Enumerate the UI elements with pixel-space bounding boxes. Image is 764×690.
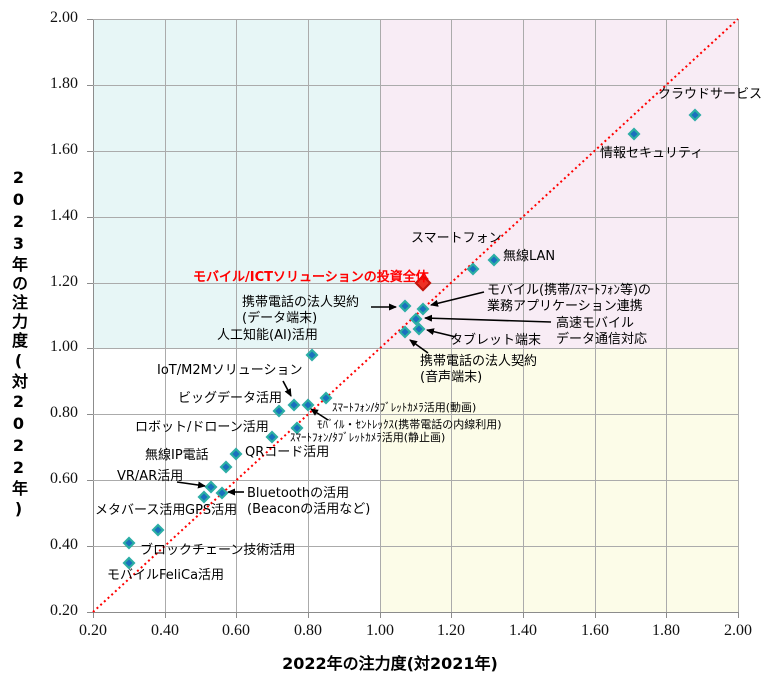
data-point-label: タブレット端末 xyxy=(450,333,542,348)
x-axis-tick xyxy=(595,612,596,618)
gridline-vertical xyxy=(236,19,237,612)
data-point-label: Bluetoothの活用 (Beaconの活用など) xyxy=(247,486,371,517)
data-point-label: VR/AR活用 xyxy=(117,469,184,484)
x-tick-label: 1.20 xyxy=(437,622,465,639)
gridline-horizontal xyxy=(93,348,738,349)
y-axis-tick xyxy=(87,546,93,547)
data-point-label: メタバース活用 xyxy=(95,503,186,518)
y-tick-label: 0.80 xyxy=(50,404,78,421)
data-point-label: クラウドサービス xyxy=(658,87,763,102)
y-tick-label: 1.80 xyxy=(50,75,78,92)
x-axis-tick xyxy=(308,612,309,618)
y-axis-tick xyxy=(87,217,93,218)
gridline-horizontal xyxy=(93,19,738,20)
x-axis-tick xyxy=(93,612,94,618)
data-point-label: ｽﾏｰﾄﾌｫﾝ/ﾀﾌﾞﾚｯﾄｶﾒﾗ活用(静止画) xyxy=(290,431,446,444)
x-tick-label: 0.40 xyxy=(151,622,179,639)
data-point-label: ロボット/ドローン活用 xyxy=(135,420,269,435)
gridline-horizontal xyxy=(93,85,738,86)
y-axis-tick xyxy=(87,348,93,349)
data-point-label: ﾓﾊﾞｲﾙ・ｾﾝﾄﾚｯｸｽ(携帯電話の内線利用) xyxy=(317,418,502,431)
y-tick-label: 0.60 xyxy=(50,470,78,487)
x-axis-title: 2022年の注力度(対2021年) xyxy=(282,654,498,673)
data-point-label: 高速モバイル データ通信対応 xyxy=(556,316,648,347)
gridline-vertical xyxy=(666,19,667,612)
x-axis-tick xyxy=(380,612,381,618)
data-point-label: 携帯電話の法人契約 (音声端末) xyxy=(420,354,538,385)
gridline-horizontal xyxy=(93,414,738,415)
data-point-label: モバイル/ICTソリューションの投資全体 xyxy=(193,270,429,285)
data-point-label: ブロックチェーン技術活用 xyxy=(140,543,296,558)
gridline-vertical xyxy=(523,19,524,612)
y-axis-tick xyxy=(87,151,93,152)
x-tick-label: 1.40 xyxy=(509,622,537,639)
data-point-label: IoT/M2Mソリューション xyxy=(157,363,303,378)
y-tick-label: 1.40 xyxy=(50,207,78,224)
data-point-label: 無線IP電話 xyxy=(145,448,209,463)
data-point-label: モバイル(携帯/ｽﾏｰﾄﾌｫﾝ等)の 業務アプリケーション連携 xyxy=(487,283,652,314)
y-axis-tick xyxy=(87,414,93,415)
gridline-horizontal xyxy=(93,480,738,481)
data-point-label: スマートフォン xyxy=(411,231,502,246)
y-axis-title: 2023年の注力度(対2022年) xyxy=(9,168,28,521)
y-axis-tick xyxy=(87,85,93,86)
x-tick-label: 1.00 xyxy=(366,622,394,639)
x-tick-label: 0.60 xyxy=(222,622,250,639)
x-axis-tick xyxy=(236,612,237,618)
data-point-label: ビッグデータ活用 xyxy=(178,391,283,406)
gridline-horizontal xyxy=(93,217,738,218)
y-axis-tick xyxy=(87,283,93,284)
x-tick-label: 1.80 xyxy=(652,622,680,639)
x-tick-label: 1.60 xyxy=(581,622,609,639)
data-point-label: 無線LAN xyxy=(503,249,556,264)
gridline-vertical xyxy=(165,19,166,612)
gridline-vertical xyxy=(738,19,739,612)
y-axis-line xyxy=(93,19,94,612)
x-tick-label: 2.00 xyxy=(724,622,752,639)
x-axis-tick xyxy=(666,612,667,618)
y-tick-label: 2.00 xyxy=(50,9,78,26)
y-axis-tick xyxy=(87,19,93,20)
x-axis-line xyxy=(93,612,738,613)
y-tick-label: 0.20 xyxy=(50,602,78,619)
data-point-label: GPS活用 xyxy=(185,503,238,518)
x-axis-tick xyxy=(523,612,524,618)
y-tick-label: 0.40 xyxy=(50,536,78,553)
y-axis-tick xyxy=(87,612,93,613)
gridline-vertical xyxy=(380,19,381,612)
y-axis-tick xyxy=(87,480,93,481)
x-tick-label: 0.80 xyxy=(294,622,322,639)
gridline-vertical xyxy=(451,19,452,612)
data-point-label: QRコード活用 xyxy=(245,445,330,460)
y-tick-label: 1.00 xyxy=(50,338,78,355)
y-tick-label: 1.60 xyxy=(50,141,78,158)
x-axis-tick xyxy=(738,612,739,618)
data-point-label: ｽﾏｰﾄﾌｫﾝ/ﾀﾌﾞﾚｯﾄｶﾒﾗ活用(動画) xyxy=(332,401,477,414)
data-point-label: 人工知能(AI)活用 xyxy=(217,328,318,343)
data-point-label: モバイルFeliCa活用 xyxy=(107,568,225,583)
y-tick-label: 1.20 xyxy=(50,273,78,290)
data-point-label: 情報セキュリティ xyxy=(600,146,704,161)
x-axis-tick xyxy=(165,612,166,618)
data-point-label: 携帯電話の法人契約 (データ端末) xyxy=(242,295,360,326)
x-axis-tick xyxy=(451,612,452,618)
x-tick-label: 0.20 xyxy=(79,622,107,639)
